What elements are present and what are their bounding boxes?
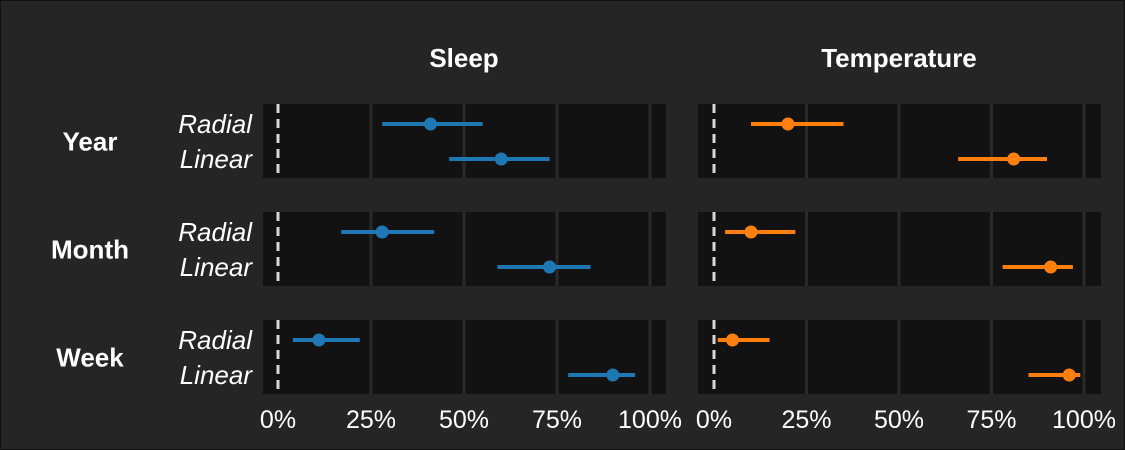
x-tick-label-sleep-0: 0% [260,406,296,434]
method-label-week-linear: Linear [180,360,254,390]
row-title-year: Year [63,127,118,157]
point-sleep-week-radial [312,333,326,347]
x-tick-label-temperature-100: 100% [1052,406,1116,434]
x-tick-label-sleep-100: 100% [618,406,682,434]
point-sleep-month-linear [543,260,557,274]
column-title-temperature: Temperature [821,43,977,73]
point-temperature-month-linear [1044,260,1058,274]
point-temperature-week-linear [1062,368,1076,382]
point-temperature-year-radial [781,117,795,131]
x-tick-label-sleep-50: 50% [439,406,489,434]
x-tick-label-temperature-75: 75% [966,406,1016,434]
point-sleep-month-radial [375,225,389,239]
point-sleep-year-radial [424,117,438,131]
method-label-month-linear: Linear [180,252,254,282]
point-sleep-year-linear [494,152,508,166]
row-title-week: Week [56,343,124,373]
x-tick-label-temperature-0: 0% [696,406,732,434]
x-tick-label-sleep-75: 75% [532,406,582,434]
x-tick-label-temperature-25: 25% [781,406,831,434]
point-temperature-week-radial [726,333,739,347]
method-label-month-radial: Radial [178,217,253,247]
method-label-year-linear: Linear [180,144,254,174]
point-temperature-year-linear [1007,152,1021,166]
method-label-year-radial: Radial [178,109,253,139]
x-tick-label-temperature-50: 50% [874,406,924,434]
point-temperature-month-radial [744,225,758,239]
point-sleep-week-linear [606,368,620,382]
column-title-sleep: Sleep [429,43,498,73]
method-label-week-radial: Radial [178,325,253,355]
x-tick-label-sleep-25: 25% [346,406,396,434]
row-title-month: Month [51,235,129,265]
